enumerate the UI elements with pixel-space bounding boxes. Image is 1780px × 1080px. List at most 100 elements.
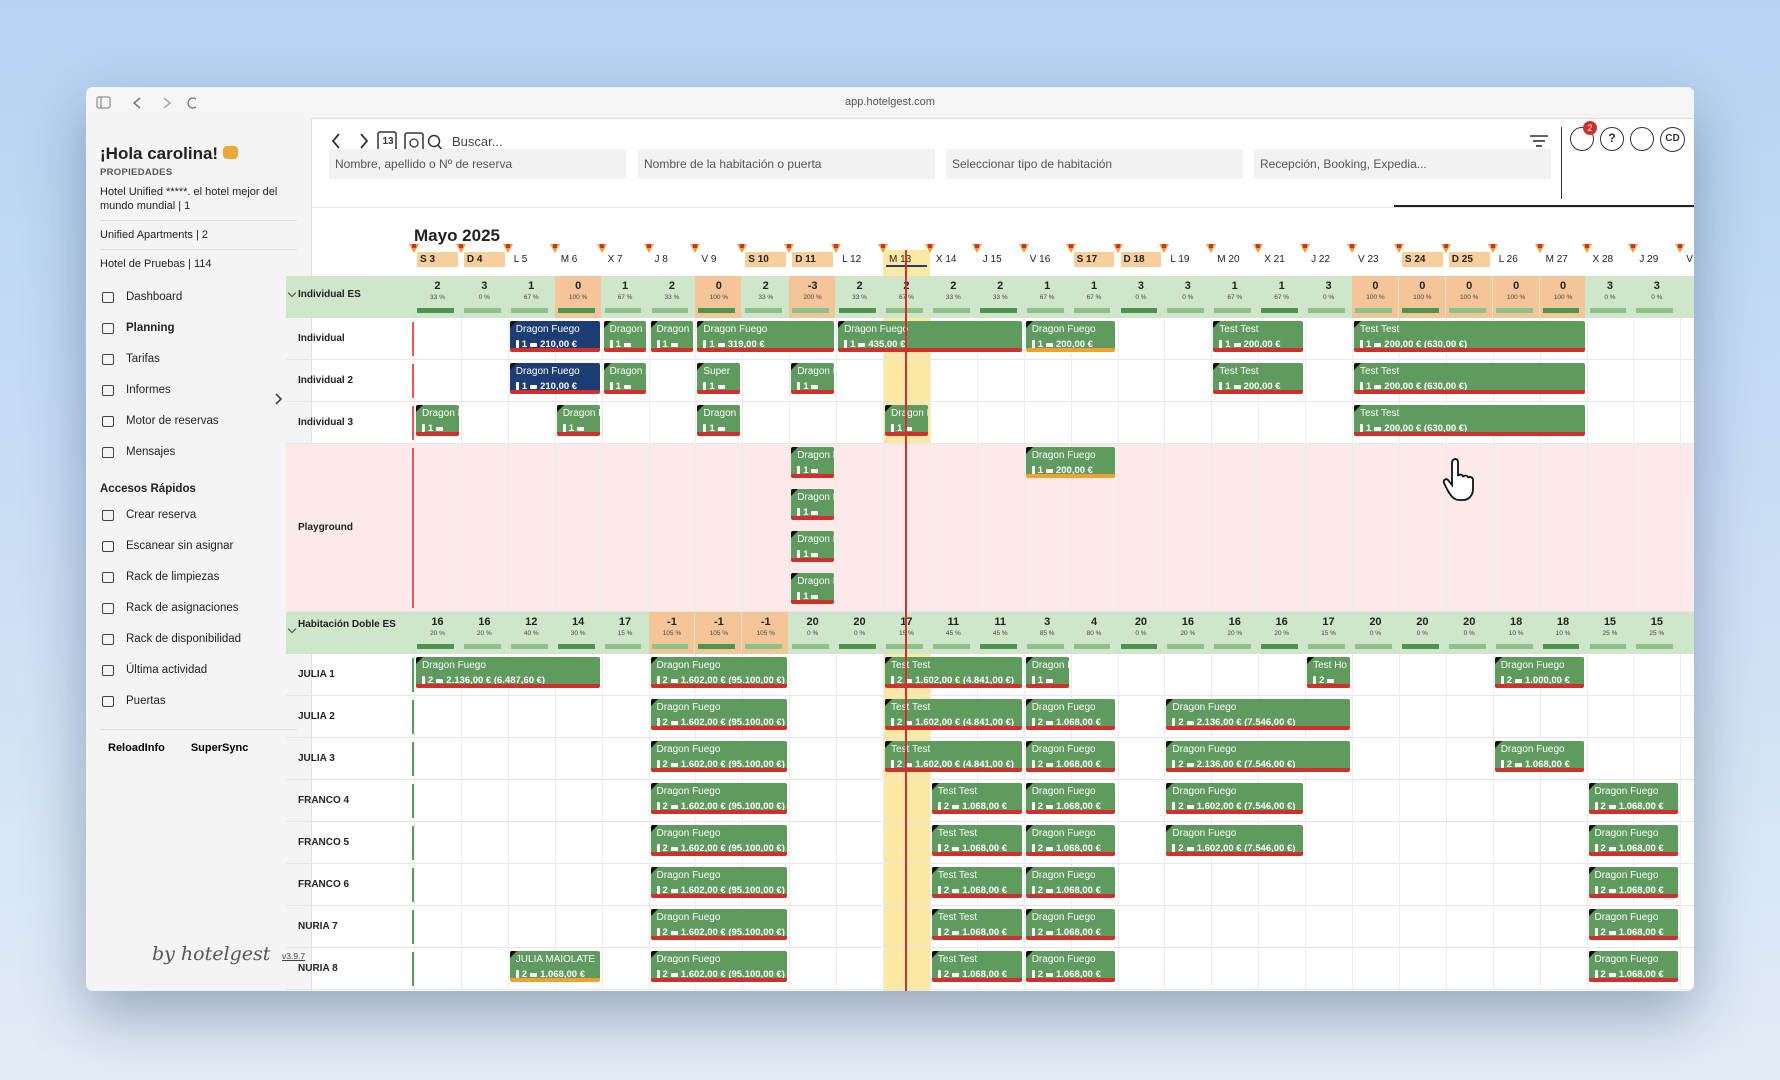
quick-item[interactable]: Rack de disponibilidad xyxy=(100,624,297,655)
filter-input[interactable]: Nombre de la habitación o puerta xyxy=(638,149,935,179)
booking[interactable]: Dragon Fuego 1 xyxy=(416,405,459,436)
user[interactable]: CD xyxy=(1660,127,1685,152)
booking[interactable]: Dragon Fuego 1 319,00 € xyxy=(697,321,835,352)
booking[interactable]: Dragon Fuego 1 xyxy=(791,363,835,394)
booking[interactable]: Dragon Fuego 1 210,00 € xyxy=(509,321,600,352)
quick-item[interactable]: Puertas xyxy=(100,686,297,717)
room-name[interactable]: NURIA 8 xyxy=(298,963,338,974)
notifications[interactable] xyxy=(1570,127,1594,151)
quick-item[interactable]: Crear reserva xyxy=(100,500,297,531)
room-name[interactable]: Individual 3 xyxy=(298,417,354,428)
booking[interactable]: Dragon Fuego 2 2.136,00 € (7.546,00 €) xyxy=(1166,699,1350,730)
booking[interactable]: Test Test 1 200,00 € xyxy=(1213,321,1304,352)
booking[interactable]: Dragon Fuego 2 2.136,00 € (7.546,00 €) xyxy=(1166,741,1350,772)
filter-select[interactable]: Recepción, Booking, Expedia... xyxy=(1254,149,1551,179)
nav-item[interactable]: Tarifas xyxy=(100,344,297,375)
booking[interactable]: Dragon Fuego 2 1.602,00 € (95.100,00 €) xyxy=(650,741,788,772)
booking[interactable]: Dragon Fuego 1 210,00 € xyxy=(509,363,600,394)
version[interactable]: v3.9.7 xyxy=(282,951,306,961)
nav-item[interactable]: Planning xyxy=(100,313,297,344)
booking[interactable]: Test Test 2 1.602,00 € (4.841,00 €) xyxy=(885,657,1022,688)
booking[interactable]: Test Test 1 200,00 € xyxy=(1213,363,1304,394)
booking[interactable]: Dragon Fuego 1 xyxy=(603,321,647,352)
nav-item[interactable]: Dashboard xyxy=(100,282,297,313)
room-name[interactable]: JULIA 3 xyxy=(298,753,335,764)
property[interactable]: Unified Apartments | 2 xyxy=(100,221,297,250)
nav-item[interactable]: Informes xyxy=(100,375,297,406)
property[interactable]: Hotel de Pruebas | 114 xyxy=(100,258,212,270)
browser-controls[interactable] xyxy=(96,96,196,110)
booking[interactable]: Dragon Fuego 2 1.068,00 € xyxy=(1588,909,1679,940)
room-name[interactable]: FRANCO 4 xyxy=(298,795,350,806)
booking[interactable]: Dragon Fuego 2 1.000,00 € xyxy=(1494,657,1585,688)
booking[interactable]: Test Test 2 1.602,00 € (4.841,00 €) xyxy=(885,741,1022,772)
room-name[interactable]: JULIA 2 xyxy=(298,711,335,722)
booking[interactable]: Dragon Fuego 1 xyxy=(791,573,835,604)
button[interactable]: ReloadInfo xyxy=(108,742,165,754)
booking[interactable]: Dragon Fuego 2 1.068,00 € xyxy=(1025,909,1116,940)
booking[interactable]: Super 1 xyxy=(697,363,741,394)
help[interactable]: ? xyxy=(1600,127,1624,151)
button[interactable]: SuperSync xyxy=(190,742,249,754)
booking[interactable]: Dragon Fuego 2 1.602,00 € (95.100,00 €) xyxy=(650,699,788,730)
booking[interactable]: Dragon Fuego 2 1.068,00 € xyxy=(1494,741,1585,772)
booking[interactable]: Dragon Fuego 2 1.068,00 € xyxy=(1588,825,1679,856)
quick-item[interactable]: Última actividad xyxy=(100,655,297,686)
booking[interactable]: Dragon Fuego 1 xyxy=(1025,657,1069,688)
booking[interactable]: Test Test 1 200,00 € (630,00 €) xyxy=(1354,363,1585,394)
room-name[interactable]: FRANCO 6 xyxy=(298,879,350,890)
search[interactable]: Buscar... xyxy=(452,134,503,149)
booking[interactable]: Dragon Fuego 1 xyxy=(791,489,835,520)
booking[interactable]: Dragon Fuego 2 1.068,00 € xyxy=(1025,867,1116,898)
group-name[interactable]: Habitación Doble ES xyxy=(298,619,396,630)
room-name[interactable]: FRANCO 5 xyxy=(298,837,350,848)
booking[interactable]: Dragon Fuego 2 1.068,00 € xyxy=(1588,951,1679,982)
booking[interactable]: Dragon Fuego 2 1.602,00 € (7.546,00 €) xyxy=(1166,825,1304,856)
booking[interactable]: Dragon Fuego 2 1.068,00 € xyxy=(1025,699,1116,730)
booking[interactable]: Dragon Fuego 2 1.068,00 € xyxy=(1025,741,1116,772)
toolbar-decor[interactable] xyxy=(1528,129,1550,179)
booking[interactable]: Dragon Fuego 2 1.602,00 € (95.100,00 €) xyxy=(650,867,788,898)
property[interactable]: Hotel Unified *****. el hotel mejor del … xyxy=(100,178,297,221)
booking[interactable]: Dragon Fuego 2 1.602,00 € (95.100,00 €) xyxy=(650,657,788,688)
group-name[interactable]: Individual ES xyxy=(298,289,361,300)
booking[interactable]: Dragon Fuego 2 1.068,00 € xyxy=(1025,825,1116,856)
room-name[interactable]: Individual xyxy=(298,333,345,344)
booking[interactable]: Dragon Fuego 2 1.068,00 € xyxy=(1588,783,1679,814)
room-name[interactable]: Playground xyxy=(298,522,354,533)
calendar-day[interactable]: 13 xyxy=(382,136,394,147)
booking[interactable]: Dragon Fuego 2 1.602,00 € (95.100,00 €) xyxy=(650,783,788,814)
booking[interactable]: Dragon Fuego 2 1.068,00 € xyxy=(1025,951,1116,982)
booking[interactable]: Dragon Fuego 2 1.068,00 € xyxy=(1025,783,1116,814)
filter-input[interactable]: Nombre, apellido o Nº de reserva xyxy=(329,149,626,179)
booking[interactable]: Dragon Fuego 2 2.136,00 € (6.487,60 €) xyxy=(416,657,600,688)
booking[interactable]: Test Test 2 1.068,00 € xyxy=(931,825,1022,856)
booking[interactable]: Dragon Fuego 1 xyxy=(791,447,835,478)
booking[interactable]: Dragon Fuego 2 1.602,00 € (7.546,00 €) xyxy=(1166,783,1304,814)
settings[interactable] xyxy=(1630,127,1654,151)
booking[interactable]: Test Test 2 1.068,00 € xyxy=(931,867,1022,898)
booking[interactable]: Test Test 2 1.602,00 € (4.841,00 €) xyxy=(885,699,1022,730)
quick-item[interactable]: Escanear sin asignar xyxy=(100,531,297,562)
booking[interactable]: Dragon Fuego 1 xyxy=(697,405,741,436)
booking[interactable]: Dragon Fuego 1 xyxy=(650,321,694,352)
filter-select[interactable]: Seleccionar tipo de habitación xyxy=(946,149,1243,179)
booking[interactable]: Test Test 1 200,00 € (630,00 €) xyxy=(1354,405,1585,436)
booking[interactable]: Dragon Fuego 2 1.602,00 € (95.100,00 €) xyxy=(650,951,788,982)
booking[interactable]: Dragon Fuego 1 xyxy=(791,531,835,562)
url[interactable]: app.hotelgest.com xyxy=(845,96,935,108)
room-name[interactable]: NURIA 7 xyxy=(298,921,338,932)
booking[interactable]: Test Test 1 200,00 € (630,00 €) xyxy=(1354,321,1585,352)
nav-item[interactable]: Mensajes xyxy=(100,437,297,468)
booking[interactable]: Dragon Fuego 2 1.602,00 € (95.100,00 €) xyxy=(650,825,788,856)
booking[interactable]: Test Test 2 1.068,00 € xyxy=(931,951,1022,982)
room-name[interactable]: Individual 2 xyxy=(298,375,354,386)
quick-item[interactable]: Rack de limpiezas xyxy=(100,562,297,593)
booking[interactable]: Test Ho 2 xyxy=(1307,657,1350,688)
booking[interactable]: Dragon Fuego 1 435,00 € xyxy=(838,321,1022,352)
booking[interactable]: Dragon Fuego 1 200,00 € xyxy=(1025,447,1116,478)
booking[interactable]: Test Test 2 1.068,00 € xyxy=(931,783,1022,814)
room-name[interactable]: JULIA 1 xyxy=(298,669,335,680)
booking[interactable]: Dragon Fuego 1 xyxy=(556,405,600,436)
booking[interactable]: Dragon Fuego 1 200,00 € xyxy=(1025,321,1116,352)
